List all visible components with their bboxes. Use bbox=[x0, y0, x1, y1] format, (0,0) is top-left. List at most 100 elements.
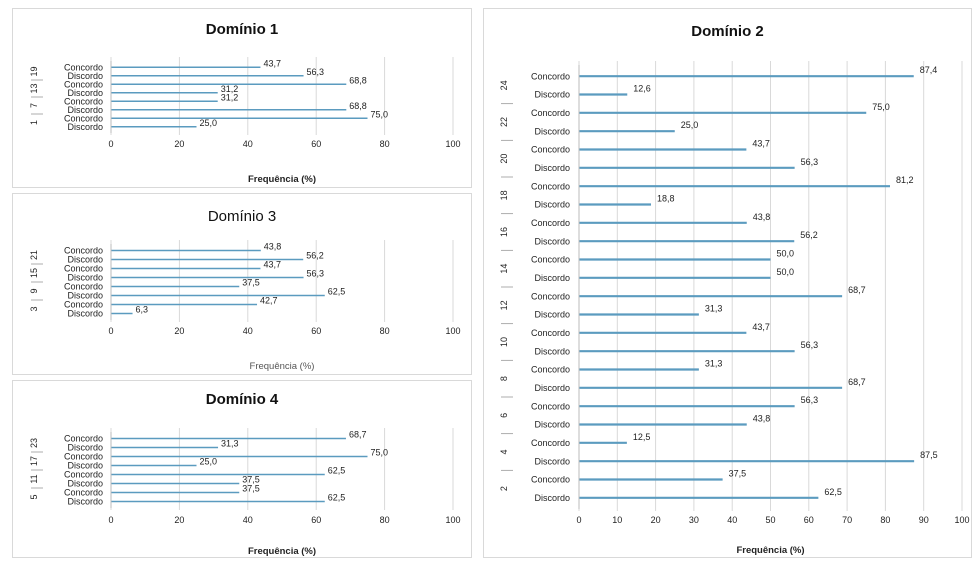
chart-panel-dominio-4: Domínio 4 Concordo 68,7 Discordo 31,3 Concor… bbox=[12, 380, 472, 558]
x-tick-label: 40 bbox=[243, 515, 253, 525]
data-label: 31,2 bbox=[221, 84, 239, 94]
category-label: Concordo bbox=[64, 434, 103, 444]
data-label: 43,8 bbox=[753, 414, 771, 424]
x-tick-label: 20 bbox=[174, 139, 184, 149]
category-label: Concordo bbox=[531, 401, 570, 411]
category-label: Concordo bbox=[64, 264, 103, 274]
x-axis-title: Frequência (%) bbox=[248, 174, 316, 185]
group-label: 10 bbox=[499, 337, 509, 347]
x-tick-label: 20 bbox=[651, 515, 661, 525]
data-label: 31,3 bbox=[705, 359, 723, 369]
category-label: Discordo bbox=[67, 122, 103, 132]
x-tick-label: 100 bbox=[445, 326, 460, 336]
category-label: Concordo bbox=[531, 181, 570, 191]
data-label: 12,5 bbox=[633, 432, 651, 442]
data-label: 43,7 bbox=[263, 58, 281, 68]
category-label: Concordo bbox=[64, 246, 103, 256]
data-label: 68,8 bbox=[349, 101, 367, 111]
group-label: 21 bbox=[29, 250, 39, 260]
bar-chart: Concordo 43,7 Discordo 56,3 Concordo 68,8 Disc… bbox=[29, 57, 461, 185]
category-label: Discordo bbox=[534, 310, 570, 320]
category-label: Discordo bbox=[534, 493, 570, 503]
x-tick-label: 0 bbox=[108, 326, 113, 336]
group-label: 23 bbox=[29, 438, 39, 448]
group-label: 8 bbox=[499, 376, 509, 381]
x-axis-title: Frequência (%) bbox=[250, 361, 315, 372]
group-label: 20 bbox=[499, 154, 509, 164]
data-label: 43,7 bbox=[752, 139, 770, 149]
category-label: Discordo bbox=[534, 346, 570, 356]
chart-title: Domínio 3 bbox=[207, 208, 277, 225]
x-tick-label: 100 bbox=[445, 139, 460, 149]
group-label: 17 bbox=[29, 456, 39, 466]
group-label: 2 bbox=[499, 486, 509, 491]
data-label: 68,8 bbox=[349, 75, 367, 85]
x-tick-label: 40 bbox=[727, 515, 737, 525]
data-label: 37,5 bbox=[242, 475, 260, 485]
group-label: 3 bbox=[29, 306, 39, 311]
x-tick-label: 20 bbox=[174, 515, 184, 525]
chart-panel-dominio-3: Domínio 3 Concordo 43,8 Discordo 56,2 Concor… bbox=[12, 193, 472, 375]
data-label: 25,0 bbox=[200, 118, 218, 128]
category-label: Discordo bbox=[534, 236, 570, 246]
group-label: 15 bbox=[29, 268, 39, 278]
category-label: Discordo bbox=[67, 309, 103, 319]
chart-title: Domínio 2 bbox=[691, 23, 764, 40]
category-label: Concordo bbox=[64, 62, 103, 72]
data-label: 56,2 bbox=[306, 251, 324, 261]
x-tick-label: 70 bbox=[842, 515, 852, 525]
data-label: 37,5 bbox=[729, 469, 747, 479]
group-label: 24 bbox=[499, 80, 509, 90]
x-tick-label: 50 bbox=[765, 515, 775, 525]
x-tick-label: 0 bbox=[108, 515, 113, 525]
category-label: Discordo bbox=[67, 105, 103, 115]
category-label: Concordo bbox=[531, 291, 570, 301]
category-label: Discordo bbox=[67, 71, 103, 81]
category-label: Concordo bbox=[531, 108, 570, 118]
x-tick-label: 60 bbox=[311, 326, 321, 336]
x-tick-label: 0 bbox=[108, 139, 113, 149]
category-label: Concordo bbox=[64, 79, 103, 89]
data-label: 56,3 bbox=[307, 67, 325, 77]
data-label: 43,8 bbox=[264, 242, 282, 252]
data-label: 6,3 bbox=[136, 305, 149, 315]
data-label: 37,5 bbox=[242, 278, 260, 288]
group-label: 9 bbox=[29, 288, 39, 293]
chart-panel-dominio-2: Domínio 2 Concordo 87,4 Discordo 12,6 Concor… bbox=[483, 8, 972, 558]
data-label: 87,5 bbox=[920, 450, 938, 460]
category-label: Discordo bbox=[67, 479, 103, 489]
data-label: 12,6 bbox=[633, 84, 651, 94]
x-tick-label: 80 bbox=[380, 139, 390, 149]
x-tick-label: 40 bbox=[243, 139, 253, 149]
category-label: Concordo bbox=[64, 488, 103, 498]
x-tick-label: 100 bbox=[954, 515, 969, 525]
data-label: 56,3 bbox=[307, 269, 325, 279]
x-tick-label: 60 bbox=[804, 515, 814, 525]
data-label: 25,0 bbox=[200, 457, 218, 467]
group-label: 13 bbox=[29, 83, 39, 93]
x-tick-label: 80 bbox=[380, 326, 390, 336]
category-label: Discordo bbox=[67, 88, 103, 98]
group-label: 7 bbox=[29, 103, 39, 108]
x-tick-label: 80 bbox=[880, 515, 890, 525]
group-label: 14 bbox=[499, 264, 509, 274]
category-label: Discordo bbox=[534, 420, 570, 430]
x-axis-title: Frequência (%) bbox=[248, 546, 316, 557]
data-label: 75,0 bbox=[872, 102, 890, 112]
data-label: 68,7 bbox=[349, 430, 367, 440]
category-label: Concordo bbox=[64, 96, 103, 106]
bar-chart: Concordo 68,7 Discordo 31,3 Concordo 75,0 Disc… bbox=[29, 428, 461, 557]
group-label: 16 bbox=[499, 227, 509, 237]
data-label: 31,2 bbox=[221, 92, 239, 102]
category-label: Discordo bbox=[67, 291, 103, 301]
data-label: 56,3 bbox=[801, 157, 819, 167]
group-label: 5 bbox=[29, 494, 39, 499]
x-tick-label: 60 bbox=[311, 139, 321, 149]
chart-panel-dominio-1: Domínio 1 Concordo 43,7 Discordo 56,3 Concor… bbox=[12, 8, 472, 188]
category-label: Discordo bbox=[67, 497, 103, 507]
category-label: Concordo bbox=[64, 470, 103, 480]
data-label: 62,5 bbox=[328, 287, 346, 297]
data-label: 87,4 bbox=[920, 65, 938, 75]
category-label: Concordo bbox=[531, 438, 570, 448]
data-label: 31,3 bbox=[705, 304, 723, 314]
